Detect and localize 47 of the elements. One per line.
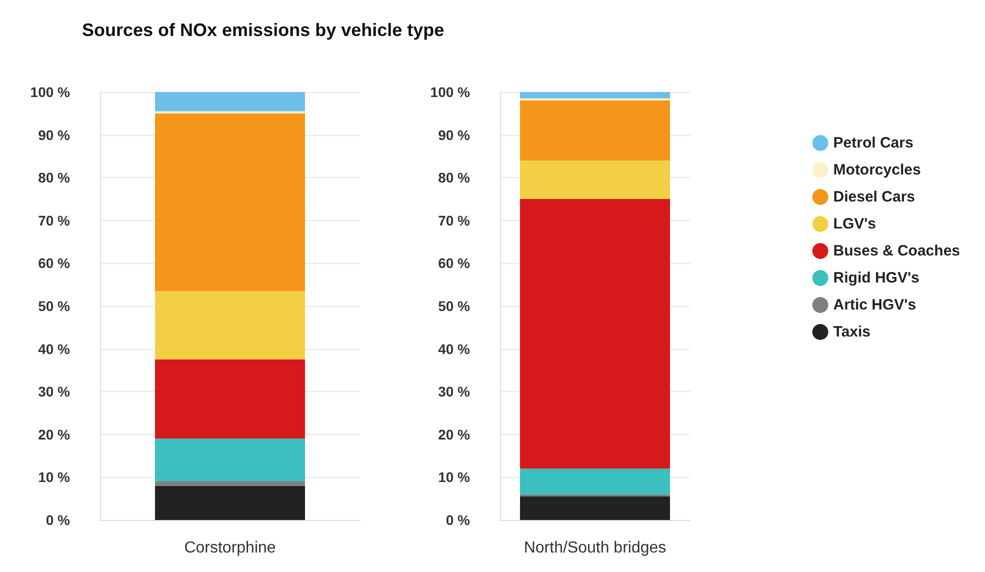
bar (155, 486, 305, 520)
y-tick-label: 70 % (438, 212, 471, 228)
y-tick-label: 20 % (38, 426, 71, 442)
bar (520, 199, 670, 469)
bar (520, 160, 670, 199)
y-tick-label: 100 % (430, 84, 471, 100)
legend-label: Rigid HGV's (833, 270, 920, 286)
y-tick-label: 80 % (438, 170, 471, 186)
legend-label: Artic HGV's (833, 296, 916, 314)
y-tick-label: 0 % (446, 512, 471, 528)
chart-title: Sources of NOx emissions by vehicle type (82, 20, 444, 41)
y-tick-label: 80 % (38, 170, 71, 186)
y-tick-label: 30 % (438, 384, 471, 400)
y-tick-label: 50 % (438, 298, 471, 314)
bar (520, 468, 670, 494)
legend-label: Petrol Cars (833, 134, 914, 152)
y-tick-label: 100 % (30, 84, 71, 100)
y-tick-label: 50 % (38, 298, 71, 314)
y-tick-label: 30 % (38, 384, 71, 400)
y-tick-label: 20 % (438, 426, 471, 442)
y-tick-label: 40 % (38, 340, 71, 357)
y-tick-label: 70 % (38, 212, 71, 228)
bar (520, 496, 670, 520)
y-tick-label: 10 % (438, 469, 471, 486)
bar (155, 92, 305, 112)
y-tick-label: 40 % (438, 340, 471, 357)
bar (520, 98, 670, 101)
bar (155, 481, 305, 486)
y-tick-label: 90 % (438, 126, 471, 143)
legend-label: Buses & Coaches (833, 242, 960, 260)
bar (520, 100, 670, 160)
bar (155, 360, 305, 439)
legend-label: Motorcycles (833, 162, 921, 178)
bar (520, 92, 670, 98)
y-tick-label: 90 % (38, 126, 71, 143)
x-tick-label: North/South bridges (524, 540, 666, 556)
bar (155, 438, 305, 482)
y-tick-label: 60 % (438, 255, 471, 272)
legend-label: Diesel Cars (833, 188, 915, 206)
bar (155, 113, 305, 292)
x-tick-label: Corstorphine (184, 540, 276, 556)
legend-label: LGV's (833, 216, 876, 232)
legend-label: Taxis (833, 324, 871, 340)
bar (155, 291, 305, 360)
y-tick-label: 60 % (38, 255, 71, 272)
y-tick-label: 10 % (38, 469, 71, 486)
y-tick-label: 0 % (46, 512, 71, 528)
